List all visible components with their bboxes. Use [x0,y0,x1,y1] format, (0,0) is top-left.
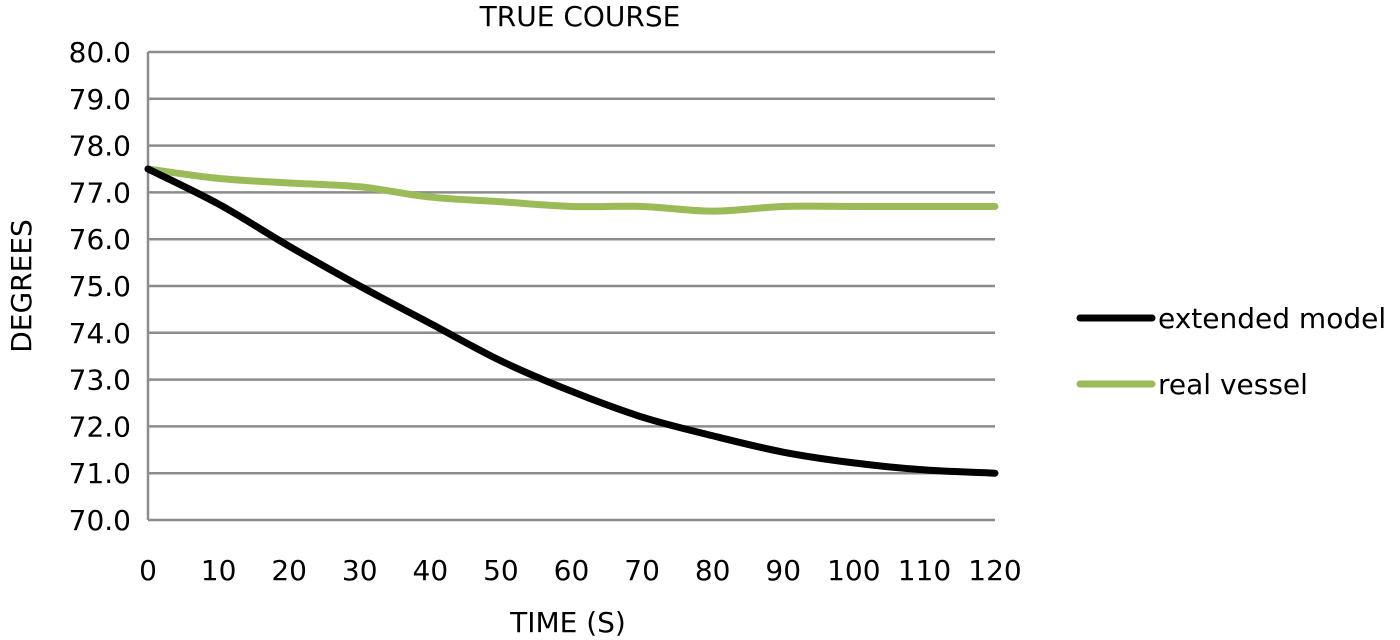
x-tick-label: 80 [695,554,731,587]
x-tick-label: 0 [139,554,157,587]
y-tick-label: 73.0 [69,364,131,397]
legend: extended model real vessel [1076,302,1386,401]
plot-series [144,165,999,477]
y-tick-label: 75.0 [69,270,131,303]
x-tick-label: 100 [827,554,880,587]
x-tick-label: 40 [413,554,449,587]
x-tick-label: 20 [271,554,307,587]
x-tick-label: 50 [483,554,519,587]
x-tick-label: 10 [201,554,237,587]
legend-label: real vessel [1158,368,1308,401]
x-tick-label: 90 [765,554,801,587]
gridlines [146,50,995,522]
y-tick-label: 74.0 [69,317,131,350]
series-line-extended-model [144,165,999,477]
y-tick-label: 77.0 [69,176,131,209]
x-tick-label: 60 [554,554,590,587]
x-tick-label: 30 [342,554,378,587]
x-tick-label: 70 [624,554,660,587]
y-axis-tick-labels: 70.0 71.0 72.0 73.0 74.0 75.0 76.0 77.0 78.0 79.0… [69,36,131,537]
x-axis-label: TIME (S) [509,606,626,639]
x-tick-label: 110 [898,554,951,587]
y-tick-label: 79.0 [69,83,131,116]
chart-title: TRUE COURSE [479,0,681,33]
y-tick-label: 78.0 [69,130,131,163]
y-tick-label: 72.0 [69,410,131,443]
y-tick-label: 70.0 [69,504,131,537]
y-axis-label: DEGREES [5,219,38,353]
y-tick-label: 80.0 [69,36,131,69]
legend-label: extended model [1158,302,1386,335]
x-axis-tick-labels: 0 10 20 30 40 50 60 70 80 90 100 110 120 [139,554,1022,587]
series-line-real-vessel [144,165,999,215]
x-tick-label: 120 [968,554,1021,587]
y-tick-label: 71.0 [69,457,131,490]
y-tick-label: 76.0 [69,223,131,256]
